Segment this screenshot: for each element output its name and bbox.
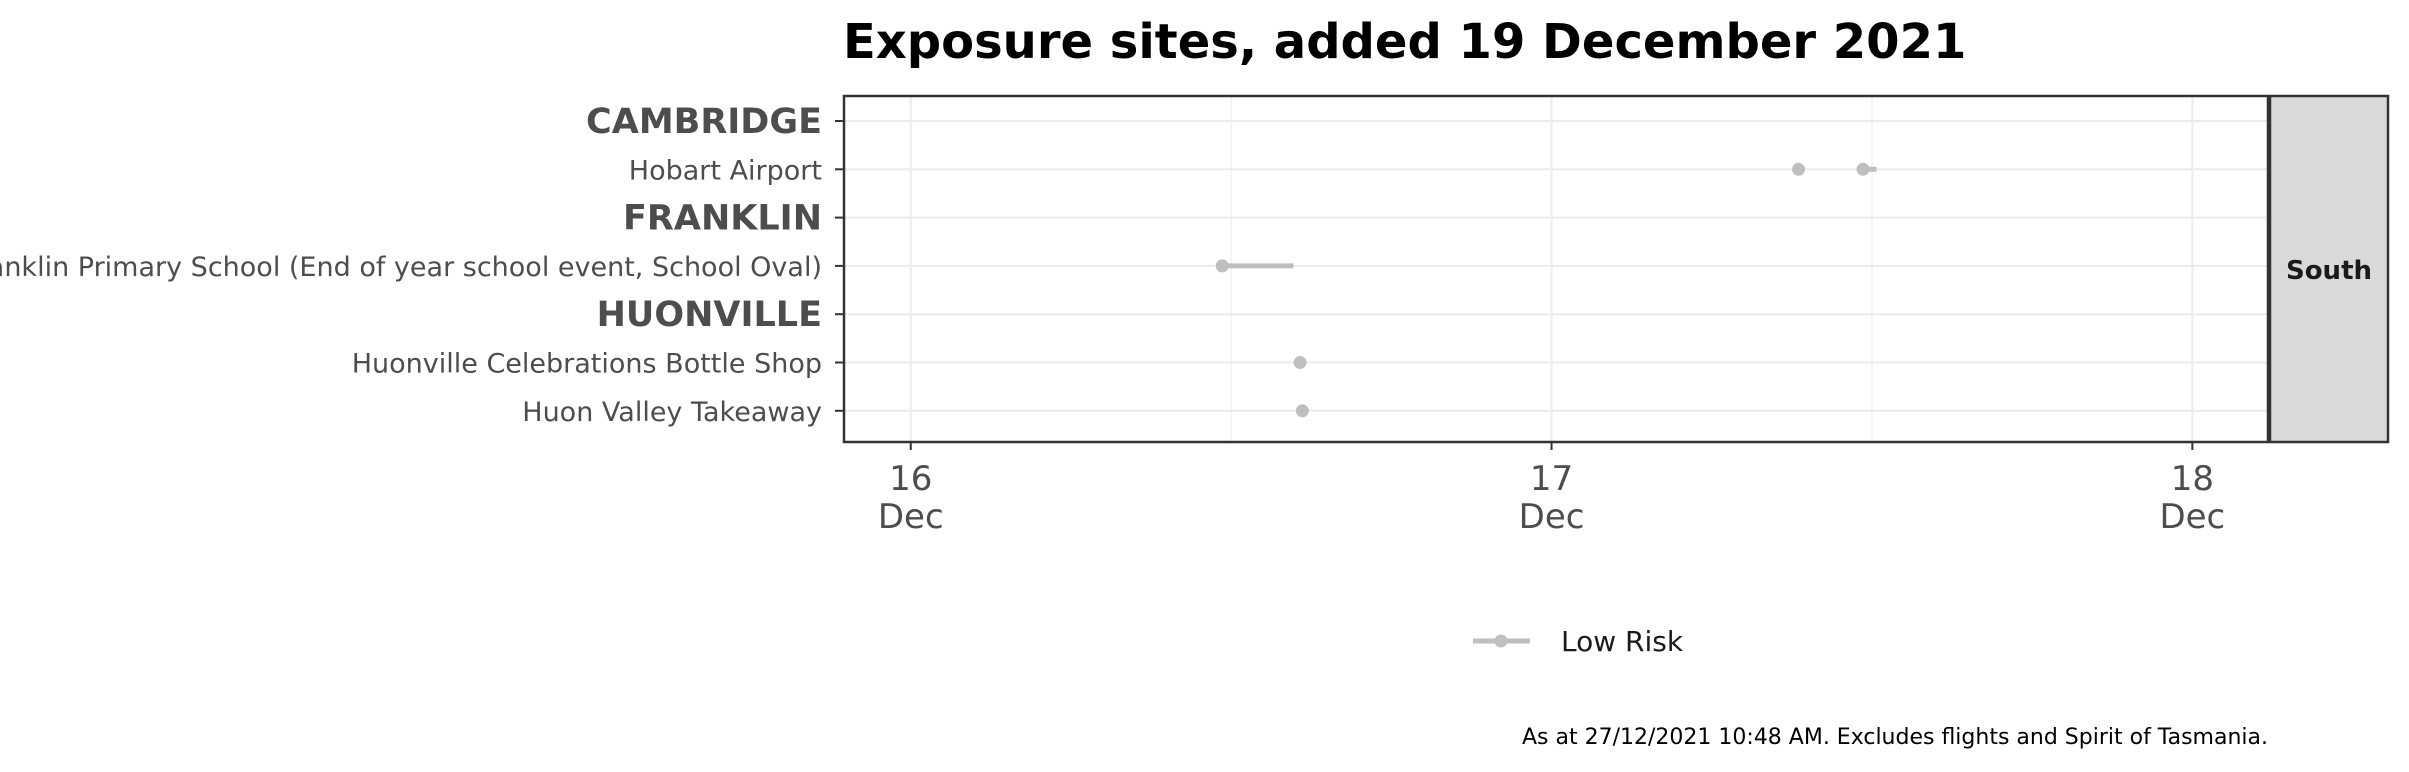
legend-label-low-risk: Low Risk [1561, 625, 1684, 658]
x-tick-month-18: Dec [2159, 497, 2225, 537]
facet-strip-label: South [2286, 256, 2372, 286]
x-tick-label-17: 17 [1530, 459, 1573, 499]
exposure-point-2 [1215, 259, 1229, 273]
panel-border [842, 94, 2270, 444]
x-tick-month-17: Dec [1519, 497, 1585, 537]
x-tick-label-16: 16 [889, 459, 932, 499]
site-label-huon-valley-takeaway: Huon Valley Takeaway [522, 397, 822, 428]
site-label-franklin-primary-school-end-of-year-school-event-school-oval: Franklin Primary School (End of year sch… [0, 252, 822, 283]
legend-key-point [1494, 634, 1508, 648]
group-label-franklin: FRANKLIN [623, 199, 822, 239]
exposure-point-3 [1293, 356, 1307, 369]
group-label-cambridge: CAMBRIDGE [586, 102, 822, 142]
facet-strip-box [2268, 94, 2390, 444]
data-marks [1215, 162, 1877, 418]
panel-background [844, 96, 2268, 442]
y-axis-rows: CAMBRIDGE Hobart Airport FRANKLIN Franklin … [0, 102, 844, 428]
site-label-hobart-airport: Hobart Airport [629, 155, 822, 186]
x-tick-month-16: Dec [878, 497, 944, 537]
chart-caption: As at 27/12/2021 10:48 AM. Excludes flig… [1522, 725, 2268, 750]
exposure-point-0 [1792, 162, 1806, 176]
exposure-point-1 [1856, 162, 1870, 176]
legend: Low Risk [1473, 625, 1684, 658]
facet-strip: South [2268, 94, 2390, 444]
exposure-point-4 [1295, 404, 1309, 418]
panel-gridlines [844, 96, 2268, 442]
chart-title: Exposure sites, added 19 December 2021 [843, 14, 1966, 70]
group-label-huonville: HUONVILLE [597, 295, 822, 335]
x-tick-label-18: 18 [2171, 459, 2214, 499]
site-label-huonville-celebrations-bottle-shop: Huonville Celebrations Bottle Shop [352, 349, 822, 380]
